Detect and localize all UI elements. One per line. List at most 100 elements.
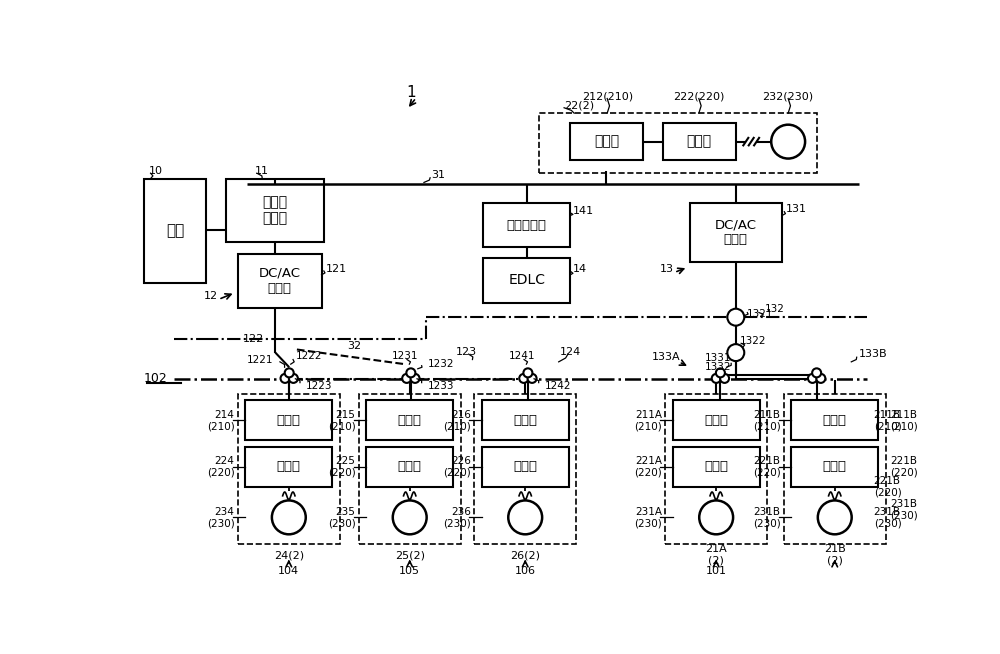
- Text: 231B
(230): 231B (230): [753, 507, 780, 528]
- Bar: [690, 203, 782, 262]
- Circle shape: [272, 500, 306, 534]
- Circle shape: [528, 374, 537, 383]
- Text: 逆变器: 逆变器: [687, 135, 712, 148]
- Text: 121: 121: [325, 264, 347, 275]
- Bar: [673, 400, 760, 440]
- Text: 132: 132: [765, 305, 785, 315]
- Text: 11: 11: [255, 166, 269, 176]
- Text: 106: 106: [515, 566, 536, 576]
- Bar: [144, 179, 206, 283]
- Text: 逆变器: 逆变器: [513, 460, 537, 473]
- Text: 14: 14: [573, 264, 587, 275]
- Text: 1322: 1322: [740, 336, 766, 346]
- Bar: [238, 394, 340, 544]
- Circle shape: [393, 500, 427, 534]
- Bar: [663, 123, 736, 160]
- Bar: [245, 400, 332, 440]
- Circle shape: [402, 374, 411, 383]
- Bar: [366, 447, 453, 487]
- Text: 211B
(210): 211B (210): [890, 409, 918, 431]
- Text: 转换器: 转换器: [277, 414, 301, 427]
- Text: 1221: 1221: [247, 354, 274, 364]
- Text: 216
(210): 216 (210): [443, 409, 471, 431]
- Text: 104: 104: [278, 566, 299, 576]
- Text: 32: 32: [348, 341, 362, 351]
- Circle shape: [699, 500, 733, 534]
- Bar: [474, 394, 576, 544]
- Bar: [238, 254, 322, 308]
- Bar: [570, 123, 643, 160]
- Text: 214
(210): 214 (210): [207, 409, 235, 431]
- Circle shape: [411, 374, 420, 383]
- Bar: [245, 447, 332, 487]
- Text: 转换器: 转换器: [704, 414, 728, 427]
- Bar: [482, 447, 569, 487]
- Text: 231B
(230): 231B (230): [890, 499, 918, 521]
- Text: 1232: 1232: [428, 359, 454, 369]
- Text: 234
(230): 234 (230): [207, 507, 235, 528]
- Text: 102: 102: [144, 372, 168, 385]
- Bar: [226, 179, 324, 242]
- Text: 22(2): 22(2): [564, 101, 594, 111]
- Text: 21B
(2): 21B (2): [824, 544, 846, 566]
- Text: 转换器: 转换器: [823, 414, 847, 427]
- Bar: [358, 394, 461, 544]
- Text: 222(220): 222(220): [673, 91, 725, 101]
- Bar: [482, 400, 569, 440]
- Bar: [791, 447, 878, 487]
- Bar: [483, 258, 570, 303]
- Text: 231A
(230): 231A (230): [634, 507, 662, 528]
- Text: 1223: 1223: [306, 381, 333, 390]
- Text: 215
(210): 215 (210): [328, 409, 355, 431]
- Text: 21A
(2): 21A (2): [705, 544, 727, 566]
- Text: 221A
(220): 221A (220): [634, 456, 662, 477]
- Text: 235
(230): 235 (230): [328, 507, 355, 528]
- Text: 1242: 1242: [545, 381, 571, 390]
- Circle shape: [289, 374, 298, 383]
- Text: 141: 141: [573, 206, 594, 216]
- Circle shape: [727, 344, 744, 361]
- Text: 逆变器: 逆变器: [398, 460, 422, 473]
- Text: 122: 122: [243, 334, 265, 344]
- Text: 1321: 1321: [747, 309, 773, 319]
- Text: 1332: 1332: [705, 362, 731, 372]
- Text: 逆变器: 逆变器: [277, 460, 301, 473]
- Circle shape: [406, 368, 415, 377]
- Text: 1233: 1233: [428, 381, 454, 390]
- Circle shape: [812, 368, 821, 377]
- Bar: [791, 400, 878, 440]
- Text: 211B
(210): 211B (210): [753, 409, 780, 431]
- Circle shape: [808, 374, 817, 383]
- Text: 226
(220): 226 (220): [443, 456, 471, 477]
- Circle shape: [716, 368, 725, 377]
- Text: 24(2): 24(2): [274, 550, 304, 560]
- Bar: [483, 203, 570, 247]
- Circle shape: [720, 374, 729, 383]
- Text: 123: 123: [456, 347, 477, 357]
- Circle shape: [818, 500, 852, 534]
- Text: 26(2): 26(2): [510, 550, 540, 560]
- Circle shape: [281, 374, 290, 383]
- Text: 221B
(220): 221B (220): [890, 456, 918, 477]
- Text: EDLC: EDLC: [508, 273, 545, 287]
- Text: 逆变器: 逆变器: [704, 460, 728, 473]
- Text: 逆变器: 逆变器: [823, 460, 847, 473]
- Text: 13: 13: [660, 264, 674, 275]
- Bar: [784, 394, 886, 544]
- Text: 212(210): 212(210): [582, 91, 633, 101]
- Circle shape: [523, 368, 532, 377]
- Text: 31: 31: [432, 171, 446, 181]
- Text: DC/AC
转换器: DC/AC 转换器: [259, 267, 301, 295]
- Circle shape: [712, 374, 721, 383]
- Text: 133A: 133A: [652, 353, 681, 362]
- Text: 充放电
转换器: 充放电 转换器: [262, 195, 288, 225]
- Circle shape: [508, 500, 542, 534]
- Text: 转换器: 转换器: [513, 414, 537, 427]
- Text: 221B
(220): 221B (220): [753, 456, 780, 477]
- Text: 231B
(230): 231B (230): [874, 507, 901, 528]
- Text: 236
(230): 236 (230): [443, 507, 471, 528]
- Text: 224
(220): 224 (220): [207, 456, 235, 477]
- Text: 124: 124: [560, 347, 581, 357]
- Circle shape: [285, 368, 294, 377]
- Text: 25(2): 25(2): [395, 550, 425, 560]
